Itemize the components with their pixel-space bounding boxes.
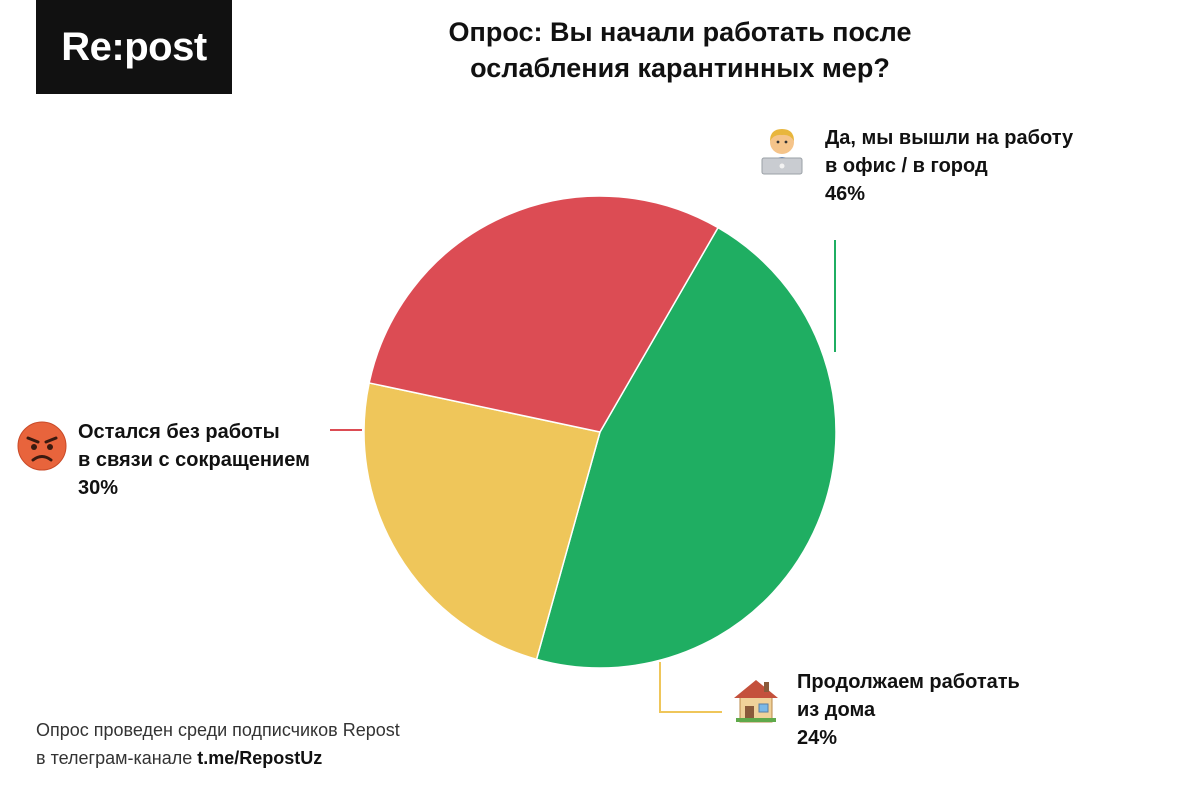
- slice-label-jobless-line-1: Остался без работы: [78, 421, 280, 443]
- footnote-line-2: в телеграм-канале t.me/RepostUz: [36, 744, 400, 772]
- footnote-line-1: Опрос проведен среди подписчиков Repost: [36, 720, 400, 740]
- slice-label-home: Продолжаем работать из дома 24%: [797, 668, 1020, 752]
- slice-label-office-line-1: Да, мы вышли на работу: [825, 127, 1074, 149]
- chart-title-line-1: Опрос: Вы начали работать после: [448, 17, 912, 47]
- chart-title-line-2: ослабления карантинных мер?: [470, 53, 890, 83]
- house-icon: [734, 680, 778, 723]
- slice-value-home: 24%: [797, 727, 838, 749]
- telegram-channel-link[interactable]: t.me/RepostUz: [197, 748, 323, 768]
- chart-title: Опрос: Вы начали работать после ослаблен…: [340, 14, 1020, 86]
- footnote-prefix: в телеграм-канале: [36, 748, 198, 768]
- slice-label-home-line-1: Продолжаем работать: [797, 671, 1020, 693]
- slice-label-office-line-2: в офис / в город: [825, 155, 988, 177]
- pie-slice-office: [535, 226, 837, 669]
- slice-label-office: Да, мы вышли на работу в офис / в город …: [825, 124, 1073, 208]
- slice-value-office: 46%: [825, 183, 866, 205]
- slice-value-jobless: 30%: [78, 477, 119, 499]
- leader-line-home: [659, 662, 722, 713]
- pie-slice-home: [363, 382, 601, 661]
- angry-face-icon: [17, 421, 67, 471]
- slice-label-jobless: Остался без работы в связи с сокращением…: [78, 418, 310, 502]
- slice-label-jobless-line-2: в связи с сокращением: [78, 449, 310, 471]
- man-with-laptop-icon: [761, 129, 803, 175]
- repost-logo: Re:post: [36, 0, 232, 94]
- survey-footnote: Опрос проведен среди подписчиков Repost …: [36, 716, 400, 772]
- slice-label-home-line-2: из дома: [797, 699, 876, 721]
- pie-slice-jobless: [368, 195, 720, 433]
